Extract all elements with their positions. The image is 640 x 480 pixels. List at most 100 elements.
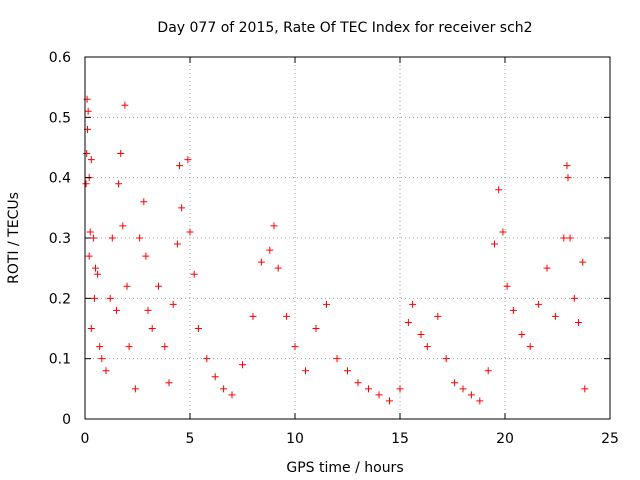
y-tick-label: 0.1 — [49, 352, 71, 368]
data-point — [375, 391, 383, 399]
data-point — [148, 325, 156, 332]
data-point — [211, 373, 219, 381]
data-point — [518, 331, 526, 339]
data-point — [312, 325, 320, 332]
data-point — [220, 385, 228, 393]
axis-ticks — [84, 56, 611, 420]
data-point — [409, 300, 417, 308]
data-point — [84, 107, 92, 115]
data-point — [184, 156, 192, 164]
data-point — [423, 343, 431, 351]
data-point — [302, 367, 309, 375]
y-axis-title: ROTI / TECUs — [6, 192, 22, 284]
data-point — [333, 355, 341, 363]
y-tick-label: 0 — [62, 412, 71, 428]
data-point — [94, 270, 102, 278]
y-tick-label: 0.4 — [49, 171, 71, 187]
data-point — [165, 379, 173, 387]
data-point — [228, 391, 236, 399]
data-point — [291, 343, 299, 351]
data-point — [509, 306, 517, 314]
data-point — [96, 343, 104, 351]
data-point — [575, 318, 582, 326]
data-point — [92, 264, 99, 272]
data-point — [560, 234, 568, 242]
data-point — [249, 312, 257, 320]
data-point — [117, 150, 125, 158]
data-point — [131, 385, 139, 393]
y-tick-label: 0.5 — [49, 110, 71, 126]
data-point — [173, 240, 181, 248]
data-point — [344, 367, 351, 375]
data-point — [495, 186, 503, 194]
data-point — [417, 331, 425, 339]
data-point — [194, 325, 202, 332]
data-point — [82, 180, 90, 188]
data-point — [123, 282, 131, 290]
data-point — [98, 355, 106, 363]
data-point — [266, 246, 274, 254]
data-point — [140, 198, 148, 206]
data-point — [535, 300, 543, 308]
data-point — [386, 397, 393, 405]
data-point — [83, 150, 91, 158]
data-point — [87, 156, 95, 164]
data-point — [491, 240, 498, 248]
x-tick-label: 10 — [286, 431, 304, 447]
x-axis-title: GPS time / hours — [286, 460, 403, 476]
data-point — [564, 174, 572, 182]
data-point — [503, 282, 511, 290]
data-point — [579, 258, 587, 266]
data-point — [323, 300, 330, 308]
x-tick-label: 20 — [496, 431, 514, 447]
data-point — [90, 294, 98, 302]
data-point — [113, 306, 120, 314]
x-tick-labels: 0 5 10 15 20 25 — [81, 431, 619, 447]
chart-title: Day 077 of 2015, Rate Of TEC Index for r… — [157, 20, 532, 36]
data-point — [566, 234, 574, 242]
data-point — [87, 325, 95, 332]
y-tick-label: 0.3 — [49, 231, 71, 247]
x-tick-label: 25 — [601, 431, 619, 447]
y-tick-label: 0.6 — [49, 50, 71, 66]
gridlines — [85, 57, 610, 419]
data-point — [108, 234, 116, 242]
data-point — [459, 385, 467, 393]
data-point — [404, 318, 412, 326]
data-point — [451, 379, 459, 387]
data-point — [190, 270, 198, 278]
data-point — [442, 355, 450, 363]
data-point — [102, 367, 110, 375]
data-point — [499, 228, 507, 236]
data-point — [176, 162, 183, 170]
data-point — [136, 234, 144, 242]
data-point — [178, 204, 186, 212]
data-point — [396, 385, 404, 393]
data-point — [203, 355, 211, 363]
data-point — [85, 252, 93, 260]
data-point — [125, 343, 133, 351]
data-point — [86, 228, 94, 236]
data-point — [581, 385, 589, 393]
y-tick-label: 0.2 — [49, 291, 71, 307]
data-point — [142, 252, 150, 260]
data-point — [89, 234, 97, 242]
data-point — [239, 361, 246, 369]
data-point — [570, 294, 578, 302]
y-tick-labels: 0 0.1 0.2 0.3 0.4 0.5 0.6 — [49, 50, 71, 428]
data-point — [115, 180, 123, 188]
data-point — [526, 343, 534, 351]
data-point — [543, 264, 551, 272]
data-point — [467, 391, 475, 399]
data-point — [551, 312, 559, 320]
data-point — [484, 367, 492, 375]
data-point — [354, 379, 362, 387]
data-point — [270, 222, 278, 230]
data-point — [169, 300, 177, 308]
x-tick-label: 0 — [81, 431, 90, 447]
data-point — [283, 312, 291, 320]
x-tick-label: 5 — [186, 431, 195, 447]
data-point — [257, 258, 265, 266]
data-point — [563, 162, 571, 170]
